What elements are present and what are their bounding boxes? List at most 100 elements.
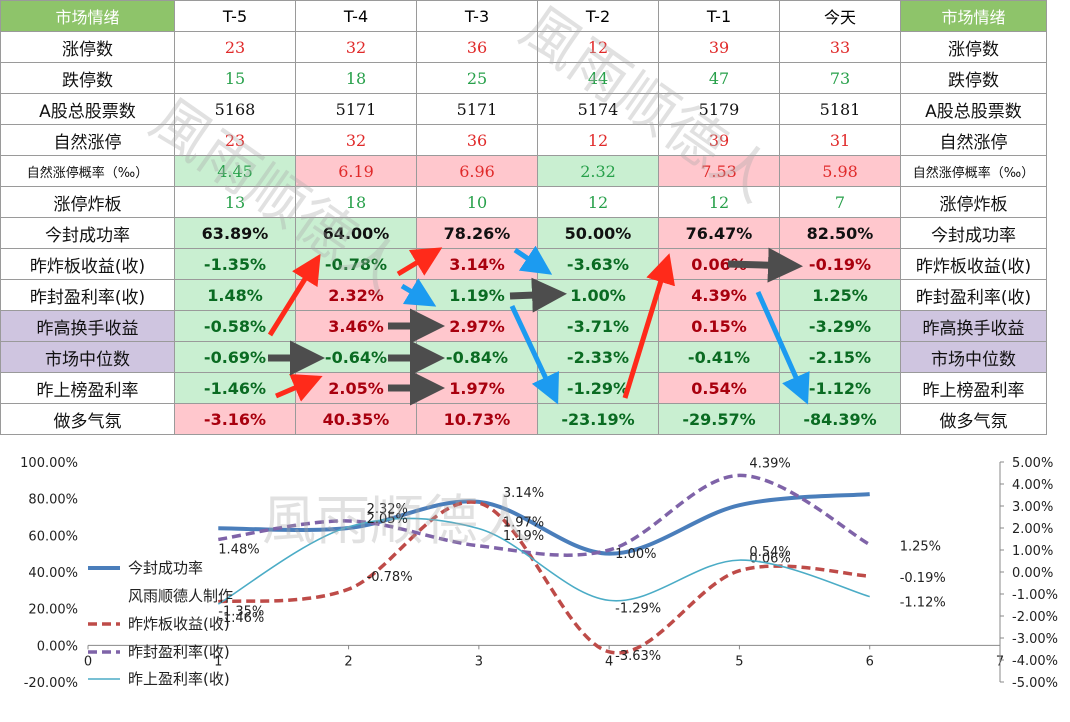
value-cell: 6.96 xyxy=(416,155,538,187)
row-label-left: 自然涨停概率（‰） xyxy=(0,155,175,187)
data-label: 0.06% xyxy=(749,552,790,567)
value-cell: -29.57% xyxy=(658,403,780,435)
header-col-label: T-1 xyxy=(658,0,780,32)
row-label-left: 今封成功率 xyxy=(0,217,175,249)
value-cell: 5181 xyxy=(779,93,901,125)
left-tick-label: 80.00% xyxy=(28,493,78,508)
legend-label: 昨上盈利率(收) xyxy=(128,670,230,688)
value-cell: 1.25% xyxy=(779,279,901,311)
value-cell: -3.63% xyxy=(537,248,659,280)
value-cell: -0.19% xyxy=(779,248,901,280)
value-cell: 0.15% xyxy=(658,310,780,342)
row-label-right: 市场中位数 xyxy=(900,341,1047,373)
value-cell: 18 xyxy=(295,62,417,94)
right-tick-label: -1.00% xyxy=(1012,588,1058,603)
value-cell: 2.32% xyxy=(295,279,417,311)
value-cell: 13 xyxy=(174,186,296,218)
header-col-label: T-5 xyxy=(174,0,296,32)
value-cell: 15 xyxy=(174,62,296,94)
row-label-left: 自然涨停 xyxy=(0,124,175,156)
value-cell: -2.15% xyxy=(779,341,901,373)
row-label-left: 涨停数 xyxy=(0,31,175,63)
value-cell: -0.78% xyxy=(295,248,417,280)
value-cell: 10 xyxy=(416,186,538,218)
series-line xyxy=(218,473,871,557)
data-label: 0.54% xyxy=(749,545,790,560)
table-row: 自然涨停概率（‰） 4.45 6.19 6.96 2.32 7.53 5.98 自然涨停概率（… xyxy=(0,155,1047,187)
header-left-label: 市场情绪 xyxy=(0,0,175,32)
value-cell: 1.19% xyxy=(416,279,538,311)
right-tick-label: -3.00% xyxy=(1012,632,1058,647)
series-line xyxy=(218,492,870,556)
right-tick-label: -4.00% xyxy=(1012,654,1058,669)
value-cell: 36 xyxy=(416,124,538,156)
table-row: 跌停数 15 18 25 44 47 73 跌停数 xyxy=(0,62,1047,94)
row-label-left: 涨停炸板 xyxy=(0,186,175,218)
value-cell: 4.39% xyxy=(658,279,780,311)
line-chart: 0 1 2 3 4 5 6 7-20.00%0.00%20.00%40.00%60.00%80… xyxy=(20,456,1058,691)
value-cell: 5179 xyxy=(658,93,780,125)
data-label: 1.19% xyxy=(503,529,544,544)
market-sentiment-table: 市场情绪 T-5 T-4 T-3 T-2 T-1 今天 市场情绪 涨停数 23 32 36 12 39 33… xyxy=(0,0,1047,435)
table-row: A股总股票数 5168 5171 5171 5174 5179 5181 A股总股票数 xyxy=(0,93,1047,125)
x-tick-label: 2 xyxy=(344,654,352,669)
data-label: 1.00% xyxy=(615,547,656,562)
value-cell: 78.26% xyxy=(416,217,538,249)
legend-note: 风雨顺德人制作 xyxy=(128,587,233,605)
value-cell: 12 xyxy=(658,186,780,218)
value-cell: 47 xyxy=(658,62,780,94)
value-cell: 5168 xyxy=(174,93,296,125)
x-tick-label: 1 xyxy=(214,654,222,669)
data-label: -1.29% xyxy=(615,601,661,616)
value-cell: 10.73% xyxy=(416,403,538,435)
right-tick-label: 1.00% xyxy=(1012,544,1053,559)
data-label: -0.19% xyxy=(900,571,946,586)
value-cell: 23 xyxy=(174,124,296,156)
value-cell: 82.50% xyxy=(779,217,901,249)
value-cell: -1.29% xyxy=(537,372,659,404)
x-tick-label: 0 xyxy=(84,654,92,669)
value-cell: -0.58% xyxy=(174,310,296,342)
data-label: -1.35% xyxy=(218,605,264,620)
x-tick-label: 3 xyxy=(475,654,483,669)
value-cell: -3.16% xyxy=(174,403,296,435)
header-col-label: T-2 xyxy=(537,0,659,32)
value-cell: 36 xyxy=(416,31,538,63)
right-tick-label: 5.00% xyxy=(1012,456,1053,471)
table-row: 今封成功率 63.89% 64.00% 78.26% 50.00% 76.47% 82.50… xyxy=(0,217,1047,249)
value-cell: 2.97% xyxy=(416,310,538,342)
row-label-left: 市场中位数 xyxy=(0,341,175,373)
value-cell: 1.00% xyxy=(537,279,659,311)
value-cell: 5.98 xyxy=(779,155,901,187)
value-cell: 6.19 xyxy=(295,155,417,187)
table-row: 昨上榜盈利率 -1.46% 2.05% 1.97% -1.29% 0.54% -1.12% 昨… xyxy=(0,372,1047,404)
value-cell: 39 xyxy=(658,124,780,156)
value-cell: 32 xyxy=(295,31,417,63)
row-label-right: 自然涨停概率（‰） xyxy=(900,155,1047,187)
left-tick-label: 0.00% xyxy=(37,639,78,654)
value-cell: -0.69% xyxy=(174,341,296,373)
legend-label: 昨封盈利率(收) xyxy=(128,643,230,661)
legend-label: 今封成功率 xyxy=(128,559,203,577)
header-row: 市场情绪 T-5 T-4 T-3 T-2 T-1 今天 市场情绪 xyxy=(0,0,1047,32)
table-row: 昨炸板收益(收) -1.35% -0.78% 3.14% -3.63% 0.06% -0.1… xyxy=(0,248,1047,280)
value-cell: 3.46% xyxy=(295,310,417,342)
header-col-label: T-4 xyxy=(295,0,417,32)
data-label: 4.39% xyxy=(749,456,790,471)
data-label: -0.78% xyxy=(367,570,413,585)
value-cell: 76.47% xyxy=(658,217,780,249)
right-tick-label: 2.00% xyxy=(1012,522,1053,537)
table-row: 昨封盈利率(收) 1.48% 2.32% 1.19% 1.00% 4.39% 1.25% 昨封… xyxy=(0,279,1047,311)
row-label-right: 涨停数 xyxy=(900,31,1047,63)
left-tick-label: 60.00% xyxy=(28,529,78,544)
table-row: 涨停炸板 13 18 10 12 12 7 涨停炸板 xyxy=(0,186,1047,218)
legend-label: 昨炸板收益(收) xyxy=(128,615,230,633)
row-label-right: A股总股票数 xyxy=(900,93,1047,125)
value-cell: 4.45 xyxy=(174,155,296,187)
right-tick-label: -5.00% xyxy=(1012,676,1058,691)
row-label-left: 昨高换手收益 xyxy=(0,310,175,342)
value-cell: 25 xyxy=(416,62,538,94)
right-tick-label: 3.00% xyxy=(1012,500,1053,515)
row-label-right: 昨上榜盈利率 xyxy=(900,372,1047,404)
value-cell: 7 xyxy=(779,186,901,218)
